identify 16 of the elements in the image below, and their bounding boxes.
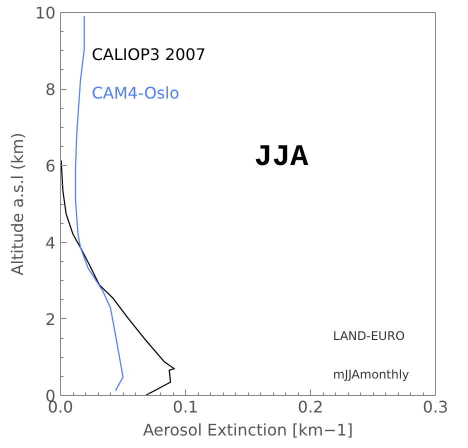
y-tick-label: 8	[45, 80, 56, 100]
y-tick-label: 10	[35, 4, 56, 22]
annotation: JJA	[254, 141, 308, 176]
y-tick-label: 6	[45, 156, 56, 176]
y-tick-label: 4	[45, 233, 56, 252]
x-tick-label: 0.2	[298, 398, 324, 416]
line-series	[60, 160, 175, 396]
x-tick-label: 0.1	[172, 398, 198, 416]
x-tick-label: 0.3	[422, 398, 448, 416]
x-axis-title: Aerosol Extinction [km−1]	[142, 420, 354, 440]
text: CALIOP3 2007	[92, 45, 206, 64]
y-axis-title: Altitude a.s.l (km)	[8, 132, 28, 276]
annotation: LAND-EURO	[333, 329, 405, 344]
annotation: mJJAmonthly	[333, 367, 410, 382]
series-label: CAM4-Oslo	[92, 83, 180, 102]
y-tick-label: 2	[45, 310, 56, 329]
